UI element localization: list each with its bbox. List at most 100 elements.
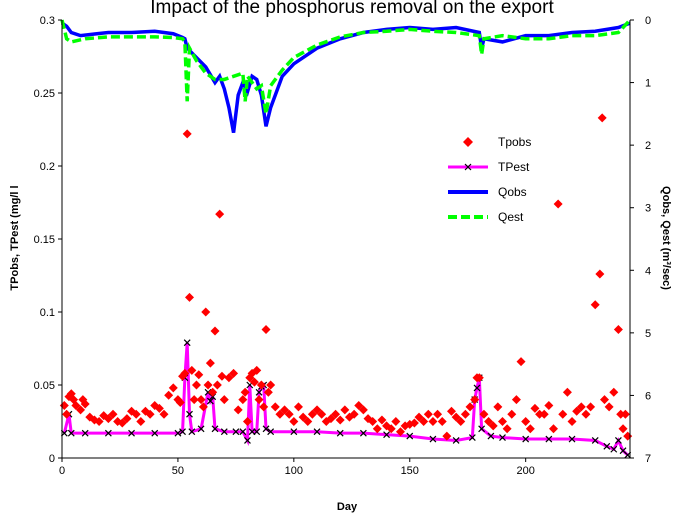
tpobs-point — [331, 409, 341, 419]
right-y-axis-title: Qobs, Qest (m³/sec) — [660, 186, 672, 290]
tpobs-point — [233, 405, 243, 415]
tpobs-point — [451, 412, 461, 422]
tpobs-point — [358, 405, 368, 415]
tpobs-point — [597, 113, 607, 123]
tpobs-point — [479, 409, 489, 419]
tpobs-point — [198, 402, 208, 412]
tpobs-point — [544, 400, 554, 410]
tpobs-point — [205, 358, 215, 368]
tpobs-point — [470, 395, 480, 405]
right-y-tick-label: 1 — [645, 78, 651, 90]
tpest-marker — [262, 425, 270, 433]
tpobs-point — [293, 402, 303, 412]
left-y-tick-label: 0.3 — [40, 15, 55, 27]
tpobs-point — [94, 417, 104, 426]
tpobs-point — [252, 365, 262, 375]
right-y-tick-label: 0 — [645, 15, 651, 27]
tpobs-point — [354, 400, 364, 410]
tpobs-point — [502, 424, 512, 434]
tpest-marker — [220, 428, 228, 436]
tpobs-point — [136, 417, 146, 426]
tpobs-point — [266, 380, 276, 390]
tpest-marker — [188, 428, 196, 436]
tpest-marker — [151, 429, 159, 437]
legend-tpest-label: TPest — [498, 160, 530, 174]
tpobs-point — [254, 395, 264, 405]
tpobs-point — [212, 380, 222, 390]
tpobs-point — [203, 380, 213, 390]
tpobs-point — [159, 409, 169, 419]
tpobs-point — [312, 405, 322, 415]
tpest-marker — [591, 437, 599, 444]
tpest-marker — [267, 428, 275, 436]
left-y-tick-label: 0 — [49, 453, 55, 465]
tpobs-point — [558, 409, 568, 419]
tpest-marker — [610, 445, 618, 453]
tpest-marker — [603, 442, 611, 450]
right-y-tick-label: 4 — [645, 265, 651, 277]
tpest-marker — [128, 429, 135, 437]
tpest-marker — [206, 397, 214, 405]
left-y-axis-title: TPobs, TPest (mg/l l — [9, 185, 21, 290]
tpest-marker — [183, 339, 191, 347]
tpobs-point — [488, 421, 498, 431]
tpest-marker — [522, 435, 530, 443]
tpobs-point — [340, 405, 350, 415]
tpest-marker — [104, 429, 112, 437]
tpobs-point — [386, 424, 396, 434]
tpobs-point — [259, 402, 269, 412]
tpobs-point — [576, 402, 586, 412]
qest-line — [60, 18, 632, 115]
tpobs-point — [326, 414, 336, 424]
tpobs-point — [516, 357, 526, 367]
tpest-marker — [253, 428, 261, 436]
tpobs-point — [437, 417, 447, 426]
tpobs-point — [154, 403, 164, 413]
tpobs-point — [280, 405, 290, 415]
tpest-marker — [473, 384, 481, 392]
tpobs-point — [307, 409, 317, 419]
chart-title: Impact of the phosphorus removal on the … — [150, 0, 554, 18]
tpobs-point — [189, 395, 199, 405]
tpobs-point — [553, 199, 563, 209]
plot-area — [59, 18, 633, 459]
tpobs-point — [180, 368, 190, 378]
tpobs-point — [572, 406, 582, 416]
tpobs-point — [240, 387, 250, 397]
tpobs-point — [335, 415, 345, 425]
tpest-marker — [174, 429, 182, 437]
tpobs-point — [175, 398, 185, 408]
tpobs-point — [194, 370, 204, 380]
tpest-line — [62, 342, 629, 457]
tpobs-point — [484, 417, 494, 426]
tpest-marker — [359, 429, 367, 437]
tpobs-point — [208, 387, 218, 397]
right-y-tick-label: 5 — [645, 328, 651, 340]
tpobs-point — [368, 417, 378, 426]
tpobs-point — [414, 412, 424, 422]
tpobs-point — [456, 417, 466, 426]
qobs-line — [61, 21, 631, 133]
tpest-marker — [487, 432, 495, 440]
tpest-marker — [545, 435, 553, 443]
tpest-marker — [197, 425, 205, 433]
tpobs-point — [377, 415, 387, 425]
tpobs-point — [618, 424, 628, 434]
tpobs-point — [168, 383, 178, 393]
tpest-marker — [67, 429, 75, 437]
tpobs-point — [229, 368, 239, 378]
tpobs-point — [238, 395, 248, 405]
tpobs-point — [196, 395, 206, 405]
tpobs-point — [616, 409, 626, 419]
tpobs-point — [219, 395, 229, 405]
tpest-marker — [239, 428, 247, 436]
tpest-marker — [336, 429, 344, 437]
tpobs-point — [201, 307, 211, 317]
tpobs-point — [521, 417, 531, 426]
tpobs-point — [284, 409, 294, 419]
tpobs-point — [270, 402, 280, 412]
tpobs-point — [590, 300, 600, 310]
tpobs-point — [586, 402, 596, 412]
legend-tpest-marker — [464, 163, 472, 171]
tpobs-point — [613, 325, 623, 335]
